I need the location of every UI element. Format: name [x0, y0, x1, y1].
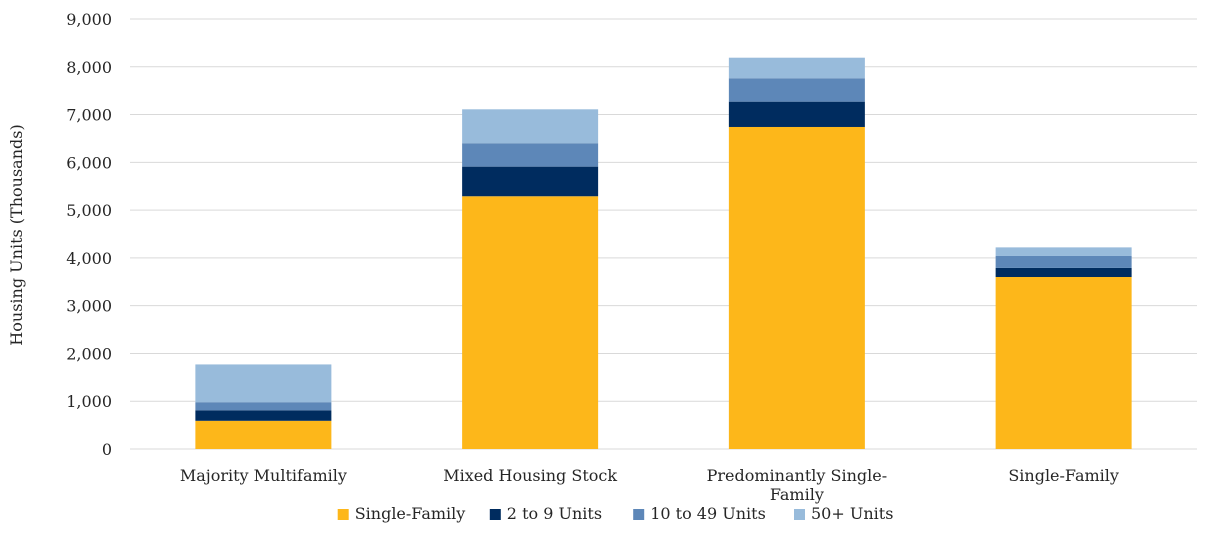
- x-category-label: Predominantly Single-: [707, 466, 887, 485]
- bar-segment: [462, 166, 599, 197]
- bar-segment: [995, 277, 1132, 449]
- legend-label: 50+ Units: [811, 504, 893, 523]
- bar-segment: [195, 402, 332, 411]
- bar-segment: [728, 57, 865, 79]
- legend: Single-Family 2 to 9 Units 10 to 49 Units 5…: [337, 504, 893, 523]
- legend-swatch: [337, 509, 349, 520]
- y-tick-label: 3,000: [66, 297, 112, 316]
- bar-segment: [195, 410, 332, 421]
- y-tick-label: 9,000: [66, 10, 112, 29]
- bar-segment: [995, 255, 1132, 268]
- y-tick-label: 6,000: [66, 153, 112, 172]
- legend-swatch: [489, 509, 501, 520]
- x-axis-labels: Majority Multifamily Mixed Housing Stock P…: [180, 466, 1119, 504]
- legend-label: 2 to 9 Units: [507, 504, 602, 523]
- bar-segment: [462, 143, 599, 167]
- x-category-label: Mixed Housing Stock: [443, 466, 617, 485]
- bar-segment: [728, 78, 865, 102]
- y-tick-label: 4,000: [66, 249, 112, 268]
- legend-label: Single-Family: [355, 504, 466, 523]
- legend-label: 10 to 49 Units: [650, 504, 766, 523]
- bars: [195, 57, 1132, 449]
- y-tick-label: 5,000: [66, 201, 112, 220]
- bar-segment: [728, 101, 865, 127]
- y-tick-label: 0: [102, 440, 112, 459]
- x-category-label: Family: [770, 485, 824, 504]
- x-category-label: Single-Family: [1008, 466, 1119, 485]
- y-axis-title: Housing Units (Thousands): [7, 124, 26, 345]
- legend-swatch: [794, 509, 805, 520]
- bar-segment: [195, 364, 332, 403]
- bar-segment: [195, 420, 332, 449]
- y-tick-label: 7,000: [66, 106, 112, 125]
- x-category-label: Majority Multifamily: [180, 466, 347, 485]
- y-tick-label: 8,000: [66, 58, 112, 77]
- y-tick-label: 1,000: [66, 392, 112, 411]
- bar-segment: [995, 267, 1132, 277]
- bar-segment: [462, 196, 599, 449]
- bar-segment: [728, 126, 865, 449]
- bar-segment: [995, 247, 1132, 256]
- y-tick-label: 2,000: [66, 344, 112, 363]
- legend-swatch: [633, 509, 645, 520]
- y-axis-ticks: 0 1,000 2,000 3,000 4,000 5,000 6,000 7,000 8,00…: [66, 10, 112, 459]
- bar-segment: [462, 109, 599, 144]
